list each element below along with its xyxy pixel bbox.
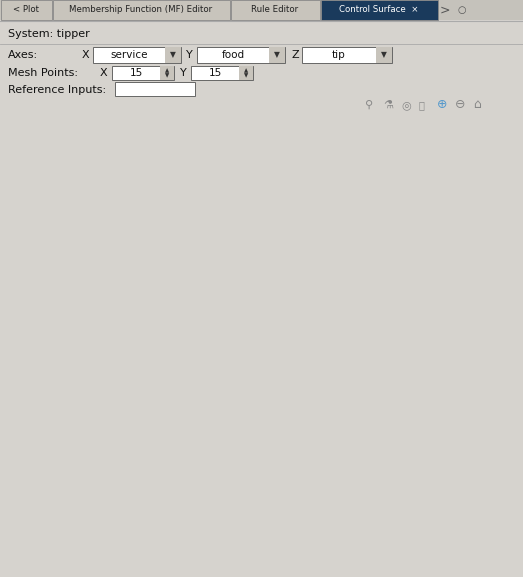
Text: ▼: ▼	[165, 73, 169, 78]
Text: ▲: ▲	[165, 68, 169, 73]
Text: ◎: ◎	[401, 100, 411, 110]
Text: ⊕: ⊕	[437, 99, 448, 111]
Text: < Plot: < Plot	[13, 6, 39, 14]
Text: ✋: ✋	[419, 100, 425, 110]
Bar	[112, 66, 174, 80]
Bar	[197, 47, 285, 63]
Bar	[302, 47, 392, 63]
Bar	[115, 82, 195, 96]
Y-axis label: food: food	[123, 542, 148, 552]
Bar	[376, 47, 392, 63]
Text: Rule Editor: Rule Editor	[252, 6, 299, 14]
Bar	[269, 47, 285, 63]
Bar	[321, 0, 438, 20]
Text: food: food	[221, 50, 245, 60]
Text: ▲: ▲	[244, 68, 248, 73]
Text: 15: 15	[129, 68, 143, 78]
Bar	[165, 47, 181, 63]
Text: ○: ○	[458, 5, 466, 15]
Bar	[52, 0, 230, 20]
Bar	[231, 0, 320, 20]
Bar	[1, 0, 51, 20]
Bar	[160, 66, 174, 80]
Text: ⊖: ⊖	[455, 99, 465, 111]
Text: ⚲: ⚲	[365, 100, 373, 110]
Text: X: X	[100, 68, 108, 78]
Text: service: service	[110, 50, 148, 60]
X-axis label: service: service	[379, 533, 418, 561]
Text: Axes:: Axes:	[8, 50, 38, 60]
Text: ▼: ▼	[274, 51, 280, 59]
Text: ▼: ▼	[170, 51, 176, 59]
Text: Membership Function (MF) Editor: Membership Function (MF) Editor	[70, 6, 212, 14]
Text: Control Surface  ×: Control Surface ×	[339, 6, 419, 14]
Bar	[239, 66, 253, 80]
Bar	[93, 47, 181, 63]
Text: Mesh Points:: Mesh Points:	[8, 68, 78, 78]
Text: >: >	[440, 3, 450, 17]
Text: ▼: ▼	[244, 73, 248, 78]
Text: tip: tip	[332, 50, 346, 60]
Text: 15: 15	[208, 68, 222, 78]
Text: Y: Y	[180, 68, 187, 78]
Text: X: X	[82, 50, 89, 60]
Text: ⌂: ⌂	[473, 99, 481, 111]
Bar	[0, 0, 523, 20]
Bar	[191, 66, 253, 80]
Text: Y: Y	[186, 50, 193, 60]
Text: Reference Inputs:: Reference Inputs:	[8, 85, 106, 95]
Text: System: tipper: System: tipper	[8, 29, 90, 39]
Text: ▼: ▼	[381, 51, 387, 59]
Text: ⚗: ⚗	[383, 100, 393, 110]
Text: Z: Z	[291, 50, 299, 60]
